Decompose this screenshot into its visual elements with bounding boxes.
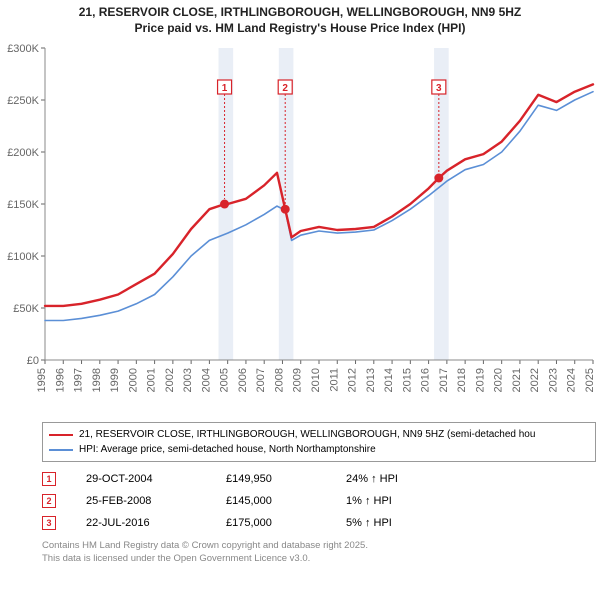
sale-pct: 1% ↑ HPI	[346, 495, 446, 507]
chart-svg: £0 £50K £100K £150K £200K £250K £300K 1995 1996 1…	[3, 40, 597, 420]
sale-dot	[434, 174, 443, 183]
y-tick-label: £100K	[7, 251, 39, 263]
legend: 21, RESERVOIR CLOSE, IRTHLINGBOROUGH, WE…	[42, 422, 596, 462]
sale-marker-num: 2	[282, 83, 288, 94]
x-tick-label: 2004	[200, 368, 212, 392]
highlight-band	[279, 48, 294, 360]
x-tick-label: 2013	[365, 368, 377, 392]
x-tick-label: 2003	[182, 368, 194, 392]
x-tick-label: 1996	[54, 368, 66, 392]
sale-pct: 24% ↑ HPI	[346, 473, 446, 485]
legend-item: 21, RESERVOIR CLOSE, IRTHLINGBOROUGH, WE…	[49, 427, 589, 442]
legend-swatch	[49, 449, 73, 451]
legend-item: HPI: Average price, semi-detached house,…	[49, 442, 589, 457]
x-tick-label: 1998	[91, 368, 103, 392]
x-tick-label: 2018	[456, 368, 468, 392]
sale-badge: 3	[42, 516, 56, 530]
sale-marker-num: 3	[436, 83, 442, 94]
x-tick-label: 2020	[493, 368, 505, 392]
sale-dot	[281, 205, 290, 214]
footer-line-1: Contains HM Land Registry data © Crown c…	[42, 540, 596, 553]
x-tick-label: 2009	[292, 368, 304, 392]
x-tick-label: 2007	[255, 368, 267, 392]
sale-badge: 1	[42, 472, 56, 486]
x-tick-label: 2006	[237, 368, 249, 392]
x-tick-label: 1995	[36, 368, 48, 392]
x-tick-label: 2019	[474, 368, 486, 392]
x-tick-label: 2024	[566, 368, 578, 392]
sale-price: £149,950	[226, 473, 346, 485]
sales-table: 1 29-OCT-2004£149,95024% ↑ HPI 2 25-FEB-200…	[42, 468, 596, 534]
x-tick-label: 1997	[73, 368, 85, 392]
sale-marker-num: 1	[222, 83, 228, 94]
footer-attribution: Contains HM Land Registry data © Crown c…	[42, 540, 596, 566]
x-tick-label: 2016	[420, 368, 432, 392]
sale-row: 1 29-OCT-2004£149,95024% ↑ HPI	[42, 468, 596, 490]
x-tick-label: 2005	[219, 368, 231, 392]
sale-date: 25-FEB-2008	[86, 495, 226, 507]
sale-dot	[220, 200, 229, 209]
y-tick-label: £300K	[7, 43, 39, 55]
title-address: 21, RESERVOIR CLOSE, IRTHLINGBOROUGH, WE…	[0, 4, 600, 20]
legend-label: 21, RESERVOIR CLOSE, IRTHLINGBOROUGH, WE…	[79, 427, 535, 442]
sale-pct: 5% ↑ HPI	[346, 517, 446, 529]
x-tick-label: 2023	[547, 368, 559, 392]
x-tick-label: 2010	[310, 368, 322, 392]
x-tick-label: 2000	[127, 368, 139, 392]
chart-title: 21, RESERVOIR CLOSE, IRTHLINGBOROUGH, WE…	[0, 0, 600, 36]
y-tick-label: £250K	[7, 95, 39, 107]
y-tick-label: £50K	[13, 303, 39, 315]
sale-row: 2 25-FEB-2008£145,0001% ↑ HPI	[42, 490, 596, 512]
highlight-band	[434, 48, 449, 360]
series-line	[45, 92, 593, 321]
sale-date: 22-JUL-2016	[86, 517, 226, 529]
sale-row: 3 22-JUL-2016£175,0005% ↑ HPI	[42, 512, 596, 534]
x-tick-label: 2014	[383, 368, 395, 392]
legend-label: HPI: Average price, semi-detached house,…	[79, 442, 376, 457]
price-chart: £0 £50K £100K £150K £200K £250K £300K 1995 1996 1…	[3, 40, 597, 420]
x-tick-label: 2015	[401, 368, 413, 392]
x-tick-label: 2002	[164, 368, 176, 392]
series-line	[45, 85, 593, 307]
footer-line-2: This data is licensed under the Open Gov…	[42, 553, 596, 566]
title-subtitle: Price paid vs. HM Land Registry's House …	[0, 20, 600, 36]
y-tick-label: £0	[27, 355, 39, 367]
sale-date: 29-OCT-2004	[86, 473, 226, 485]
sale-price: £145,000	[226, 495, 346, 507]
x-tick-label: 2017	[438, 368, 450, 392]
sale-badge: 2	[42, 494, 56, 508]
sale-price: £175,000	[226, 517, 346, 529]
x-tick-label: 2001	[146, 368, 158, 392]
x-tick-label: 2008	[273, 368, 285, 392]
x-tick-label: 2011	[328, 368, 340, 392]
x-tick-label: 2025	[584, 368, 596, 392]
y-tick-label: £200K	[7, 147, 39, 159]
x-tick-label: 2021	[511, 368, 523, 392]
legend-swatch	[49, 434, 73, 436]
x-tick-label: 1999	[109, 368, 121, 392]
x-tick-label: 2022	[529, 368, 541, 392]
x-tick-label: 2012	[347, 368, 359, 392]
y-tick-label: £150K	[7, 199, 39, 211]
